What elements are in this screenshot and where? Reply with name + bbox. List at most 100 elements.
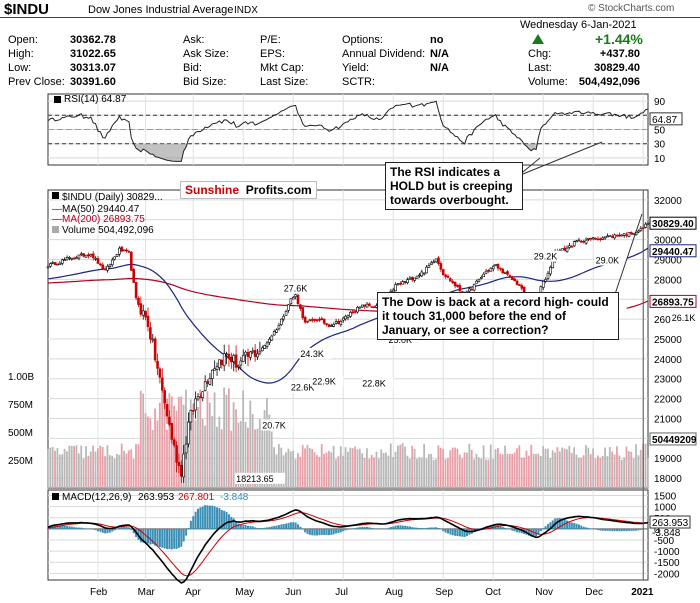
volume-bar (294, 459, 297, 488)
macd-histogram-bar (106, 528, 109, 534)
volume-bar (282, 455, 285, 488)
macd-histogram-bar (647, 528, 649, 530)
volume-bar (325, 452, 328, 488)
macd-histogram-bar (620, 528, 623, 532)
volume-bar (201, 419, 204, 488)
dow-callout: The Dow is back at a record high- could … (377, 292, 619, 340)
macd-histogram-bar (180, 528, 183, 547)
candle-body (158, 368, 162, 378)
macd-histogram-bar (130, 528, 133, 531)
volume-bar (592, 448, 595, 488)
candle-body (101, 264, 105, 270)
macd-histogram-bar (320, 528, 323, 535)
candle-body (153, 338, 157, 361)
up-arrow-icon (532, 34, 544, 44)
macd-histogram-bar (301, 528, 304, 530)
candle-body (625, 234, 628, 237)
macd-histogram-bar (413, 527, 416, 529)
volume-bar (418, 457, 421, 488)
candle-body (75, 257, 78, 259)
rsi-legend: RSI(14) 64.87 (64, 94, 127, 105)
macd-histogram-bar (208, 505, 211, 529)
macd-histogram-bar (437, 528, 440, 529)
macd-histogram-bar (499, 525, 502, 529)
macd-histogram-bar (637, 528, 640, 531)
volume-bar (99, 445, 102, 488)
candle-body (630, 232, 633, 235)
candle-body (275, 329, 278, 333)
candle-body (258, 350, 262, 354)
volume-bar (263, 410, 266, 488)
volume-bar (389, 443, 392, 488)
volume-bar (627, 451, 630, 488)
volume-bar (499, 453, 502, 488)
macd-histogram-bar (170, 528, 173, 550)
ma200-legend-swatch: — (52, 214, 62, 225)
volume-bar (618, 455, 621, 488)
macd-tick-label: -1000 (654, 547, 680, 558)
price-annotation: 22.9K (312, 377, 336, 387)
volume-bar (197, 406, 199, 488)
macd-tick-label: -500 (654, 536, 674, 547)
macd-histogram-bar (537, 528, 540, 535)
price-annotation: 26.1K (672, 313, 696, 323)
candle-body (646, 222, 650, 225)
volume-bar (85, 446, 87, 488)
candle-body (125, 249, 128, 252)
candle-body (499, 267, 502, 270)
macd-histogram-bar (216, 507, 219, 529)
volume-bar (242, 390, 245, 488)
candle-body (132, 269, 136, 283)
candle-body (137, 297, 140, 305)
volume-bar (92, 445, 95, 488)
candle-body (265, 342, 269, 347)
macd-histogram-bar (361, 526, 364, 529)
macd-histogram-bar (611, 528, 614, 532)
volume-bar (94, 451, 97, 488)
volume-bar (292, 450, 295, 488)
volume-bar (508, 453, 511, 488)
macd-histogram-bar (630, 528, 633, 531)
volume-bar (458, 454, 461, 488)
last-price-label: 30829.40 (652, 219, 694, 230)
macd-histogram-bar (339, 528, 342, 533)
candle-body (503, 271, 507, 274)
candle-body (444, 274, 447, 278)
price-tick-label: 32000 (654, 196, 682, 207)
volume-bar (251, 414, 254, 488)
candle-body (358, 306, 362, 309)
volume-bar (608, 447, 611, 488)
volume-bar (75, 445, 78, 488)
month-label: Jun (285, 587, 301, 598)
candle-body (237, 365, 240, 368)
volume-bar (644, 443, 647, 488)
macd-histogram-bar (399, 525, 402, 529)
macd-histogram-bar (635, 528, 638, 531)
macd-histogram-bar (327, 528, 330, 536)
candle-body (606, 235, 609, 238)
volume-bar (127, 450, 130, 488)
candle-body (53, 262, 57, 266)
candle-body (291, 297, 295, 300)
volume-bar (427, 454, 430, 488)
volume-bar (87, 455, 90, 488)
candle-body (470, 288, 474, 291)
macd-line (47, 509, 649, 584)
macd-histogram-bar (618, 528, 621, 532)
price-annotation: 27.6K (284, 283, 308, 293)
candle-body (191, 410, 195, 412)
price-annotation-bg (670, 312, 700, 324)
price-annotation-bg (361, 377, 394, 389)
macd-histogram-bar (220, 510, 223, 529)
candle-body (477, 278, 481, 282)
macd-histogram-bar (366, 526, 369, 529)
volume-bar (620, 459, 623, 488)
volume-bar (589, 454, 592, 488)
volume-bar (311, 449, 314, 488)
candle-body (637, 230, 640, 233)
candle-body (213, 368, 216, 371)
macd-histogram-bar (370, 527, 373, 529)
price-tick-label: 30000 (654, 236, 682, 247)
macd-histogram-bar (92, 528, 95, 530)
macd-histogram-bar (111, 528, 114, 532)
